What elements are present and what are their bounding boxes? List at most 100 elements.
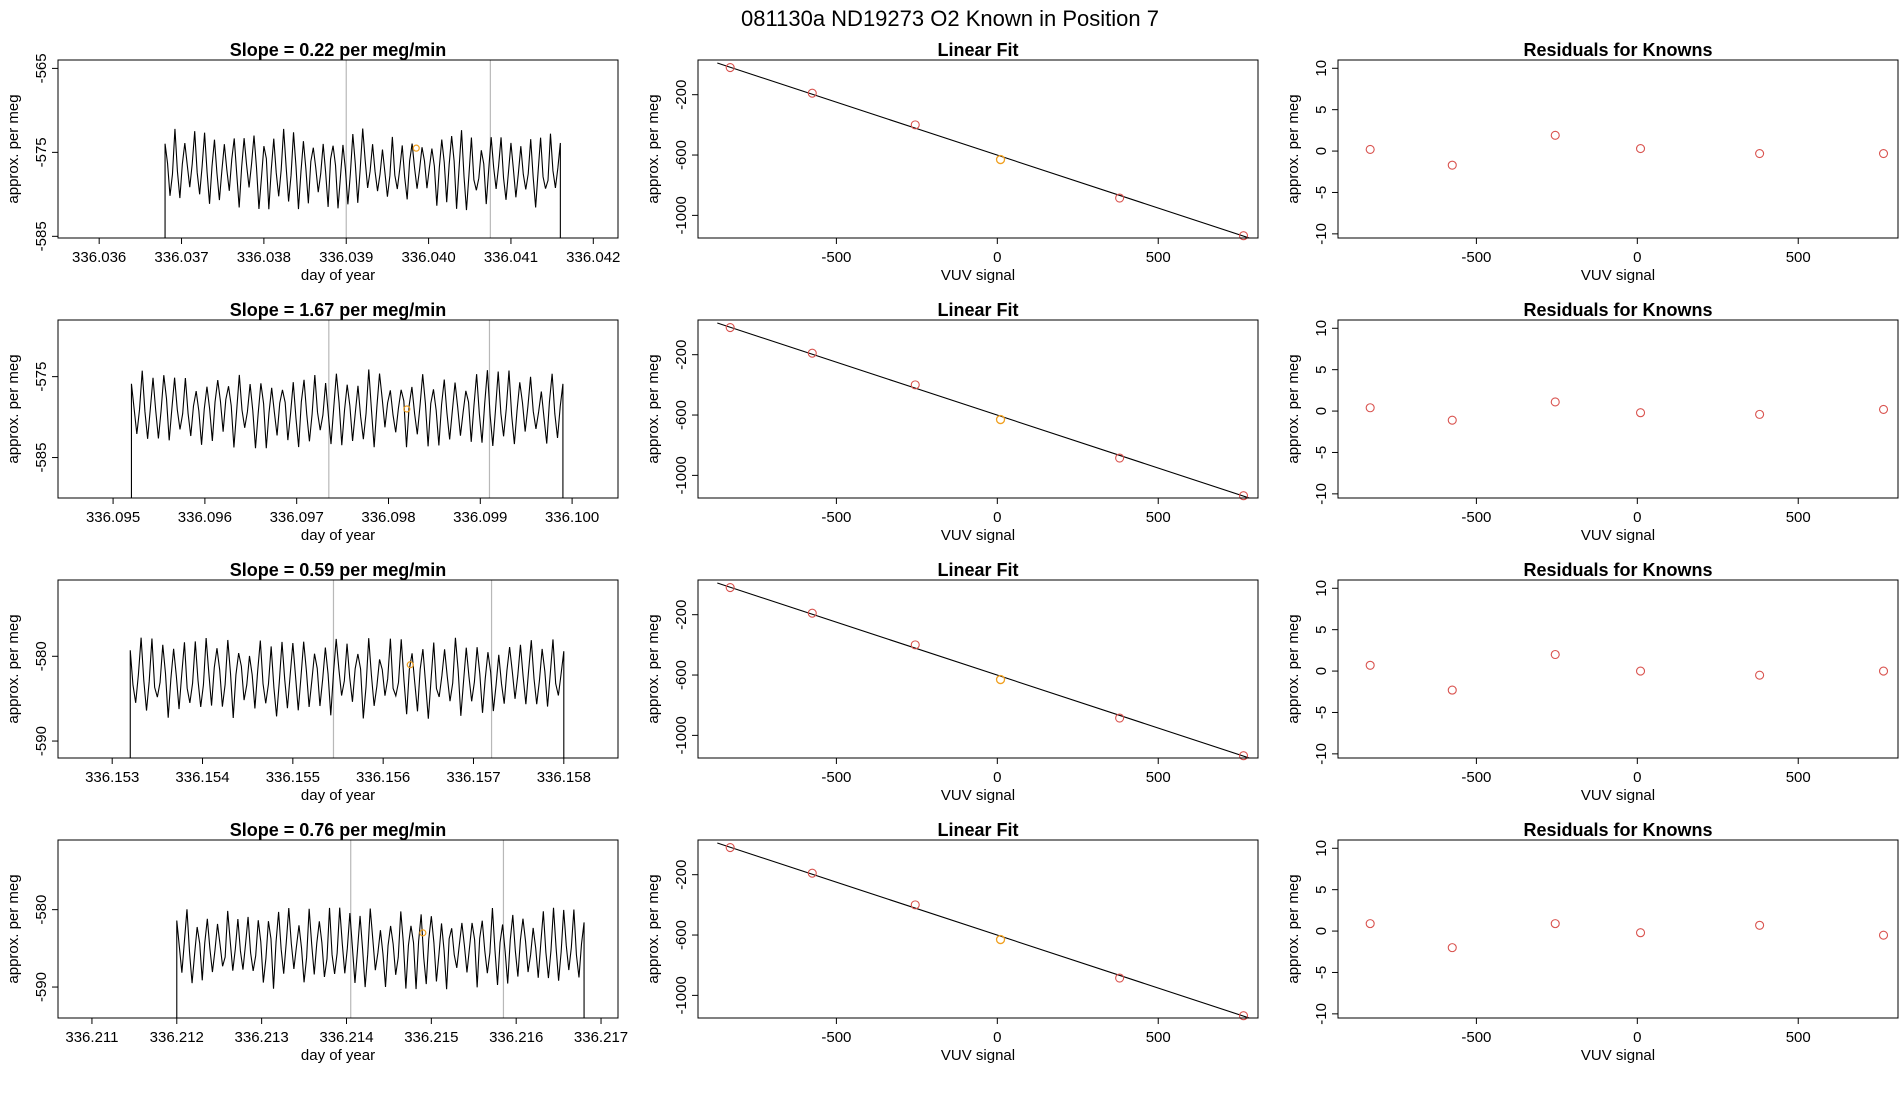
panel-grid: Slope = 0.22 per meg/min 336.036 336.037 33… — [5, 40, 1899, 1064]
x-tick-label: 0 — [993, 769, 1001, 786]
residual-point — [1447, 685, 1457, 695]
x-tick-label: 336.038 — [237, 249, 291, 266]
x-tick-label: 336.154 — [175, 769, 229, 786]
panel-11: Linear Fit -500 0 500 VUV signal -1000 -600 -20… — [645, 820, 1259, 1064]
plot-frame — [1337, 59, 1899, 239]
panel-7: Slope = 0.59 per meg/min 336.153 336.154 33… — [5, 560, 619, 804]
y-tick-label: 10 — [1313, 60, 1330, 77]
residual-point — [1447, 415, 1457, 425]
x-tick-label: 336.096 — [178, 509, 232, 526]
panel-title: Linear Fit — [937, 300, 1018, 320]
x-axis-label: VUV signal — [1581, 267, 1655, 284]
x-axis-label: day of year — [301, 787, 375, 804]
y-axis-label: approx. per meg — [5, 614, 22, 723]
y-tick-label: -1000 — [673, 196, 690, 234]
x-tick-label: 336.100 — [545, 509, 599, 526]
plot-frame — [57, 319, 619, 499]
x-tick-label: 336.213 — [235, 1029, 289, 1046]
residual-point — [1365, 403, 1375, 413]
panel-title: Linear Fit — [937, 560, 1018, 580]
y-tick-label: -1000 — [673, 456, 690, 494]
y-axis-label: approx. per meg — [645, 874, 662, 983]
x-tick-label: -500 — [1461, 509, 1491, 526]
x-tick-label: 336.037 — [154, 249, 208, 266]
x-tick-label: 0 — [1633, 1029, 1641, 1046]
plot-frame — [57, 59, 619, 239]
residual-point — [1755, 149, 1765, 159]
x-tick-label: 336.095 — [86, 509, 140, 526]
panel-8: Linear Fit -500 0 500 VUV signal -1000 -600 -20… — [645, 560, 1259, 804]
y-tick-label: -575 — [33, 362, 50, 392]
x-axis-label: VUV signal — [941, 1047, 1015, 1064]
residual-point — [1755, 670, 1765, 680]
y-axis-label: approx. per meg — [1285, 614, 1302, 723]
panel-title: Slope = 0.22 per meg/min — [230, 40, 447, 60]
y-axis-label: approx. per meg — [1285, 354, 1302, 463]
y-tick-label: -600 — [673, 920, 690, 950]
panel-title: Linear Fit — [937, 820, 1018, 840]
x-axis-label: VUV signal — [941, 267, 1015, 284]
x-tick-label: 336.214 — [319, 1029, 373, 1046]
panel-title: Residuals for Knowns — [1523, 300, 1712, 320]
x-axis-label: VUV signal — [1581, 1047, 1655, 1064]
y-tick-label: 5 — [1313, 106, 1330, 114]
plot-frame — [57, 579, 619, 759]
figure-title: 081130a ND19273 O2 Known in Position 7 — [741, 6, 1159, 31]
x-tick-label: 500 — [1146, 769, 1171, 786]
unknown-point — [406, 661, 414, 669]
y-tick-label: -200 — [673, 340, 690, 370]
x-tick-label: 500 — [1146, 509, 1171, 526]
x-tick-label: -500 — [821, 249, 851, 266]
y-tick-label: -5 — [1313, 186, 1330, 199]
x-tick-label: -500 — [821, 1029, 851, 1046]
y-tick-label: -600 — [673, 400, 690, 430]
unknown-point — [995, 674, 1006, 685]
y-tick-label: -200 — [673, 80, 690, 110]
y-tick-label: -10 — [1313, 223, 1330, 245]
panel-title: Residuals for Knowns — [1523, 820, 1712, 840]
x-axis-label: day of year — [301, 267, 375, 284]
panel-10: Slope = 0.76 per meg/min 336.211 336.212 33… — [5, 820, 628, 1064]
y-tick-label: -585 — [33, 443, 50, 473]
known-point — [725, 62, 735, 73]
x-tick-label: 0 — [1633, 769, 1641, 786]
residual-point — [1447, 943, 1457, 953]
signal-trace — [176, 907, 585, 1018]
x-axis-label: VUV signal — [941, 787, 1015, 804]
residual-point — [1550, 919, 1560, 929]
residual-point — [1755, 920, 1765, 930]
x-tick-label: 336.156 — [356, 769, 410, 786]
y-axis-label: approx. per meg — [5, 354, 22, 463]
y-tick-label: -590 — [33, 726, 50, 756]
y-tick-label: 5 — [1313, 886, 1330, 894]
x-tick-label: -500 — [1461, 249, 1491, 266]
x-tick-label: 500 — [1786, 509, 1811, 526]
x-tick-label: 0 — [1633, 249, 1641, 266]
x-tick-label: 336.099 — [453, 509, 507, 526]
y-tick-label: -600 — [673, 140, 690, 170]
y-tick-label: -575 — [33, 137, 50, 167]
unknown-point — [419, 929, 427, 937]
y-tick-label: -10 — [1313, 743, 1330, 765]
x-tick-label: 500 — [1146, 249, 1171, 266]
y-axis-label: approx. per meg — [1285, 874, 1302, 983]
y-tick-label: -580 — [33, 641, 50, 671]
x-tick-label: 336.158 — [537, 769, 591, 786]
y-tick-label: -5 — [1313, 966, 1330, 979]
x-tick-label: 336.216 — [489, 1029, 543, 1046]
y-tick-label: -5 — [1313, 706, 1330, 719]
residual-point — [1635, 144, 1646, 154]
panel-title: Residuals for Knowns — [1523, 40, 1712, 60]
residual-point — [1550, 397, 1560, 407]
x-axis-label: VUV signal — [941, 527, 1015, 544]
known-point — [725, 842, 735, 853]
y-axis-label: approx. per meg — [5, 874, 22, 983]
x-tick-label: 336.155 — [266, 769, 320, 786]
x-tick-label: 336.040 — [401, 249, 455, 266]
known-point — [1115, 453, 1125, 463]
plot-frame — [1337, 579, 1899, 759]
panel-title: Slope = 0.59 per meg/min — [230, 560, 447, 580]
panel-title: Residuals for Knowns — [1523, 560, 1712, 580]
residual-point — [1635, 408, 1646, 418]
